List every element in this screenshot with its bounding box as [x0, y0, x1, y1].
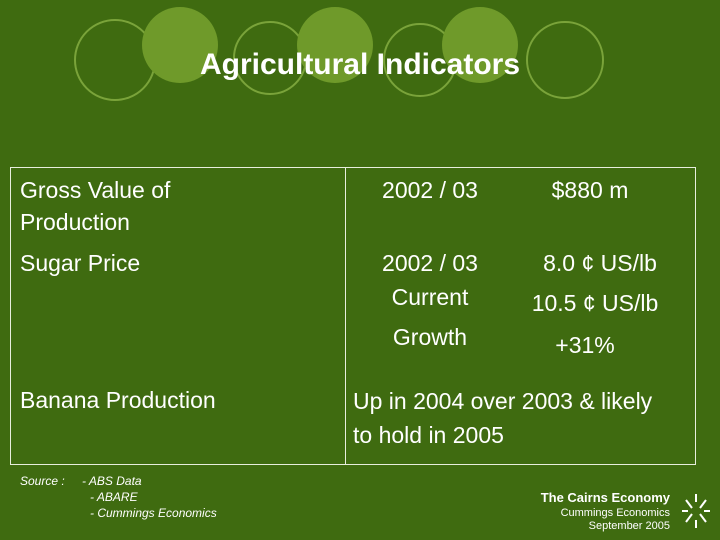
- row-label: Banana Production: [20, 387, 216, 413]
- footer-line: September 2005: [588, 520, 670, 532]
- value: +31%: [555, 332, 615, 358]
- value: 8.0 ¢ US/lb: [543, 250, 657, 276]
- source-item: - ABARE: [90, 490, 138, 504]
- source-item: - Cummings Economics: [90, 506, 217, 520]
- source-label: Source :: [20, 474, 65, 488]
- table-border: [10, 167, 696, 465]
- row-label: Sugar Price: [20, 250, 141, 276]
- description: Up in 2004 over 2003 & likely to hold in…: [353, 388, 653, 448]
- period: 2002 / 03: [382, 250, 478, 276]
- decor-circles: [74, 7, 604, 101]
- period: Growth: [392, 324, 468, 350]
- slide-title: Agricultural Indicators: [199, 48, 521, 81]
- value: 10.5 ¢ US/lb: [531, 290, 659, 316]
- footer-title: The Cairns Economy: [540, 490, 670, 505]
- column-divider: [345, 167, 346, 465]
- logo: [682, 494, 710, 528]
- value: $880 m: [551, 177, 629, 203]
- footer-line: Cummings Economics: [560, 507, 670, 519]
- row-label: Gross Value of Production: [20, 177, 171, 235]
- period: 2002 / 03: [382, 177, 478, 203]
- source-item: - ABS Data: [82, 474, 142, 488]
- period: Current: [391, 284, 469, 310]
